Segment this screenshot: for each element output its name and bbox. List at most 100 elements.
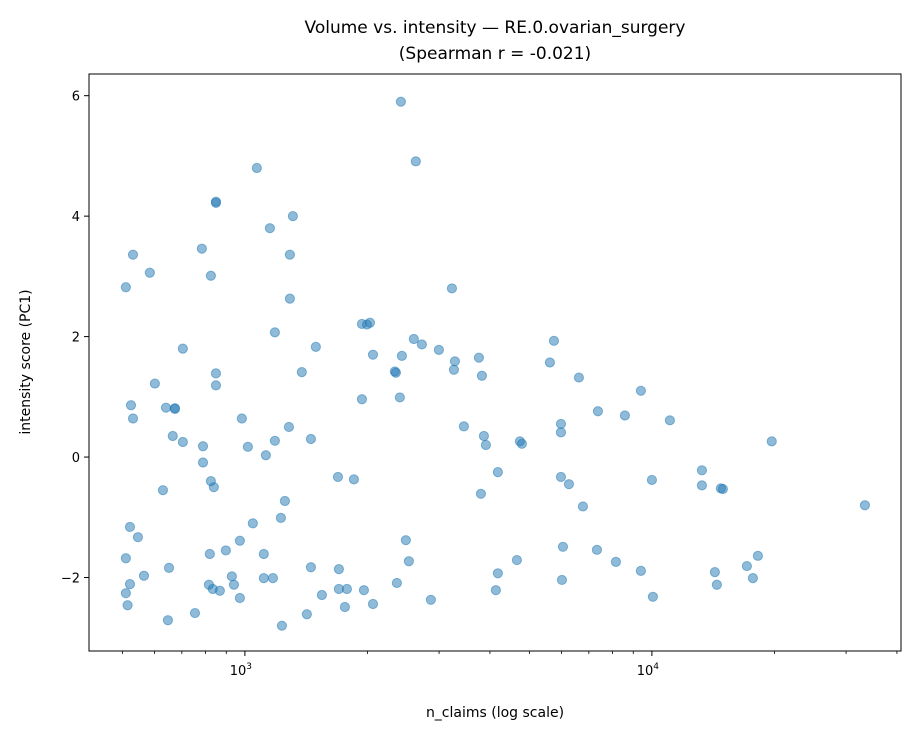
data-point — [220, 545, 231, 556]
data-point — [132, 532, 144, 543]
data-point — [228, 579, 240, 590]
data-point — [197, 457, 209, 468]
data-point — [348, 474, 360, 485]
x-tick-label: 103 — [230, 662, 252, 679]
x-tick-label: 104 — [637, 662, 660, 679]
y-tick-label: 6 — [72, 90, 80, 105]
data-point — [555, 427, 567, 438]
data-point — [264, 223, 275, 234]
data-point — [284, 249, 295, 260]
data-point — [149, 378, 160, 389]
data-point — [696, 480, 708, 491]
data-point — [120, 588, 131, 599]
data-point — [167, 430, 178, 442]
data-point — [269, 435, 280, 446]
data-point — [251, 162, 262, 174]
data-point — [367, 598, 379, 610]
data-point — [511, 554, 522, 566]
data-point — [234, 592, 245, 604]
data-point — [177, 343, 188, 354]
data-point — [390, 367, 402, 378]
data-point — [480, 439, 492, 451]
data-point — [234, 535, 245, 546]
data-point — [490, 585, 501, 596]
data-point — [144, 267, 155, 278]
data-point — [332, 471, 344, 483]
data-point — [416, 339, 427, 350]
data-point — [709, 566, 720, 578]
data-point — [204, 548, 215, 560]
data-point — [766, 436, 777, 447]
data-point — [473, 352, 484, 363]
data-point — [619, 410, 631, 421]
data-point — [247, 518, 258, 529]
data-point — [169, 403, 180, 414]
data-point — [391, 577, 402, 589]
data-point — [449, 356, 461, 367]
data-point — [160, 402, 172, 413]
data-point — [120, 553, 131, 564]
data-point — [236, 413, 247, 424]
chart-title: Volume vs. intensity — RE.0.ovarian_surg… — [305, 18, 686, 38]
data-point — [646, 474, 657, 486]
data-point — [124, 579, 136, 590]
data-point — [475, 488, 487, 499]
data-point — [124, 521, 136, 533]
data-point — [364, 317, 376, 328]
points-layer — [120, 96, 871, 631]
data-point — [403, 556, 414, 567]
data-point — [310, 341, 321, 352]
data-point — [741, 560, 753, 572]
data-point — [258, 573, 269, 584]
data-point — [859, 500, 871, 511]
data-point — [358, 585, 370, 596]
data-point — [635, 565, 646, 576]
data-point — [196, 243, 207, 254]
data-point — [162, 615, 174, 626]
data-point — [276, 620, 288, 631]
data-point — [555, 471, 567, 483]
data-point — [425, 594, 436, 605]
data-point — [316, 589, 327, 601]
y-tick-label: −2 — [61, 572, 80, 587]
data-point — [275, 512, 287, 523]
data-point — [296, 367, 307, 378]
data-point — [476, 370, 488, 381]
data-point — [177, 436, 188, 448]
data-point — [127, 249, 139, 260]
data-point — [664, 415, 675, 426]
data-point — [696, 465, 708, 476]
data-point — [210, 196, 222, 207]
data-point — [242, 441, 253, 452]
plot-frame — [88, 73, 902, 652]
data-point — [283, 421, 295, 433]
data-point — [305, 433, 317, 445]
data-point — [396, 350, 408, 361]
data-point — [210, 380, 222, 391]
data-point — [400, 535, 411, 546]
data-point — [301, 609, 312, 620]
data-point — [267, 573, 279, 584]
data-point — [356, 394, 368, 405]
chart-subtitle: (Spearman r = -0.021) — [399, 44, 591, 64]
data-point — [458, 421, 469, 432]
data-point — [433, 344, 445, 355]
data-point — [122, 600, 133, 611]
data-point — [492, 568, 503, 579]
data-point — [610, 556, 622, 567]
data-point — [573, 372, 585, 383]
data-point — [284, 293, 295, 304]
data-point — [226, 571, 237, 582]
data-point — [341, 583, 353, 595]
data-point — [556, 574, 568, 586]
y-axis-label: intensity score (PC1) — [18, 289, 34, 434]
data-point — [258, 548, 269, 560]
data-point — [269, 327, 280, 338]
data-point — [214, 585, 225, 596]
data-point — [717, 483, 728, 495]
data-point — [205, 270, 216, 281]
data-point — [120, 282, 131, 293]
data-point — [279, 495, 290, 507]
data-point — [747, 573, 759, 584]
